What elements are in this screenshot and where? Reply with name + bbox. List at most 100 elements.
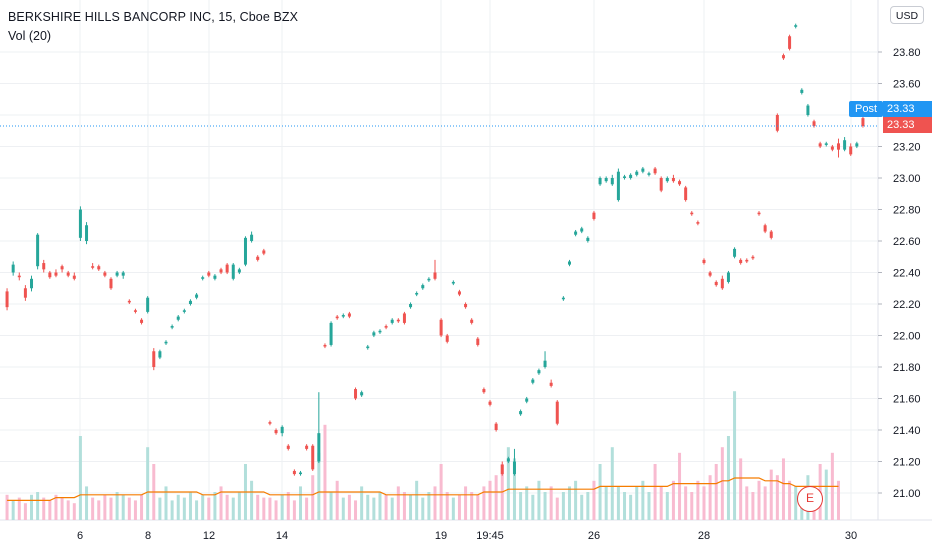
volume-bar [445,492,449,520]
candle-body [354,389,358,399]
candle-body [623,176,627,178]
candle-body [48,272,52,278]
volume-bar [409,494,413,520]
candle-body [23,288,27,298]
volume-bar [610,447,614,520]
candle-body [54,272,58,276]
volume-bar [286,492,290,520]
candle-body [494,423,498,430]
candle-body [329,322,333,345]
candle-body [836,143,840,150]
volume-bar [494,475,498,520]
candle-body [36,234,40,267]
candle-body [464,304,468,308]
volume-bar [195,500,199,520]
candle-body [225,264,229,273]
candle-body [745,259,749,262]
volume-bar [726,436,730,520]
candle-body [781,55,785,59]
candle-body [598,178,602,185]
candle-body [775,115,779,131]
candle-body [378,330,382,333]
volume-bar [629,494,633,520]
volume-bar [836,480,840,520]
volume-bar [146,447,150,520]
candle-body [512,461,516,475]
candle-body [335,316,339,319]
volume-bar [580,494,584,520]
candle-body [384,326,388,328]
candle-body [262,250,266,254]
volume-bar [335,480,339,520]
candle-body [476,338,480,345]
volume-bar [85,486,89,520]
volume-bar [42,497,46,520]
volume-bar [127,497,131,520]
volume-bar [659,486,663,520]
volume-bar [23,503,27,520]
volume-bar [390,497,394,520]
x-tick-label: 14 [276,530,288,542]
currency-button[interactable]: USD [890,6,924,24]
candle-body [531,379,535,383]
candle-body [574,231,578,235]
y-tick-label: 21.80 [893,362,921,374]
candle-body [409,304,413,308]
candle-body [555,401,559,424]
candle-body [830,146,834,150]
candle-body [140,319,144,323]
volume-bar [121,494,125,520]
volume-bar [696,480,700,520]
candle-body [604,178,608,182]
volume-bar [751,492,755,520]
volume-bar [690,492,694,520]
volume-bar [531,494,535,520]
y-tick-label: 21.00 [893,488,921,500]
candle-body [647,173,651,175]
candle-body [684,187,688,201]
earnings-marker-icon[interactable]: E [797,486,823,512]
volume-bar [604,486,608,520]
candle-body [855,143,859,147]
y-tick-label: 21.40 [893,425,921,437]
volume-bar [158,497,162,520]
volume-bar [188,492,192,520]
volume-bar [231,497,235,520]
volume-bar [268,497,272,520]
candle-body [396,319,400,322]
x-tick-label: 28 [698,530,710,542]
candle-body [237,269,241,273]
candle-body [543,360,547,367]
volume-bar [91,497,95,520]
volume-bar [347,494,351,520]
y-tick-label: 23.60 [893,79,921,91]
candle-body [733,248,737,257]
y-tick-label: 22.20 [893,299,921,311]
candle-body [586,237,590,241]
volume-bar [763,486,767,520]
volume-bar [561,492,565,520]
last-price-tag: 23.33 [883,117,932,133]
candle-body [641,168,645,172]
y-tick-label: 22.60 [893,236,921,248]
candle-body [457,291,461,295]
candle-body [549,382,553,386]
candle-body [470,319,474,323]
post-market-label: Post [849,101,883,117]
candle-body [152,351,156,367]
candle-body [451,281,455,284]
volume-bar [537,480,541,520]
volume-bar [739,458,743,520]
volume-bar [17,497,21,520]
symbol-title[interactable]: BERKSHIRE HILLS BANCORP INC, 15, Cboe BZ… [8,10,299,24]
volume-bar [30,494,34,520]
volume-bar [720,447,724,520]
volume-bar [427,492,431,520]
volume-bar [781,458,785,520]
x-tick-label: 19 [435,530,447,542]
volume-bar [488,480,492,520]
candle-body [427,278,431,281]
volume-indicator-label[interactable]: Vol (20) [8,29,52,43]
